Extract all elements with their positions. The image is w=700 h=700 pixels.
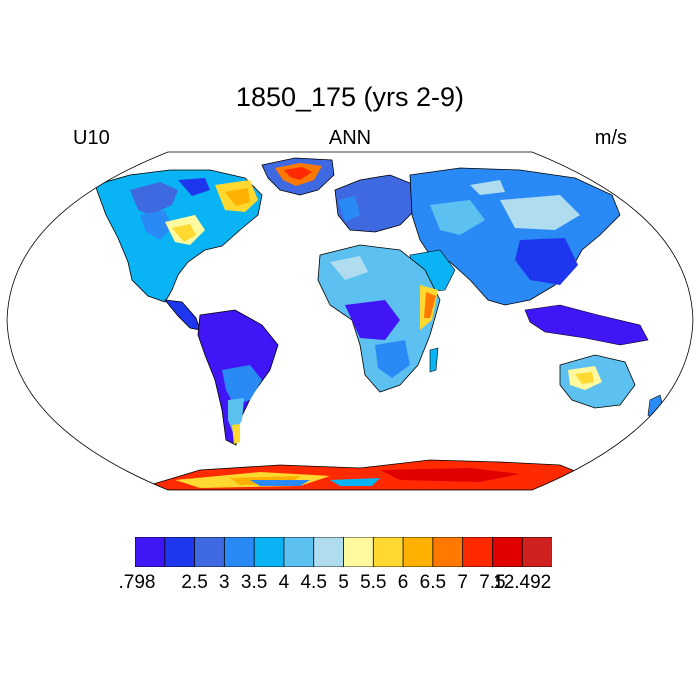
colorbar-label: 6.5 xyxy=(419,572,447,593)
central-america xyxy=(164,299,201,331)
colorbar-labels: .798 2.5 3 3.5 4 4.5 5 5.5 6 6.5 7 7.5 12.492 xyxy=(0,572,700,602)
colorbar-swatch xyxy=(372,537,404,567)
colorbar-swatch xyxy=(194,537,226,567)
units-label: m/s xyxy=(594,127,627,149)
colorbar-label: 7.5 xyxy=(479,572,506,593)
colorbar-swatch xyxy=(521,537,552,567)
colorbar-swatch xyxy=(135,537,166,567)
colorbar-label: 5.5 xyxy=(360,572,387,593)
colorbar-swatch xyxy=(402,537,434,567)
colorbar-label: 3 xyxy=(219,572,230,593)
colorbar-swatch xyxy=(492,537,523,567)
colorbar-label: 5 xyxy=(338,572,349,593)
plot-title: 1850_175 (yrs 2-9) xyxy=(235,82,465,112)
maritime-continent xyxy=(524,304,649,346)
colorbar-label: 3.5 xyxy=(240,572,268,593)
europe xyxy=(334,174,421,233)
colorbar-swatch xyxy=(432,537,464,567)
colorbar-label: 6 xyxy=(397,572,409,593)
colorbar-swatch xyxy=(343,537,374,567)
colorbar-label: 2.5 xyxy=(181,572,208,593)
colorbar-label: 7 xyxy=(457,572,468,593)
colorbar-swatch xyxy=(164,537,196,567)
colorbar-swatch xyxy=(253,537,285,567)
colorbar-label: 12.492 xyxy=(493,572,552,593)
season-label: ANN xyxy=(328,127,372,149)
colorbar xyxy=(135,537,552,567)
colorbar-swatch xyxy=(462,537,494,567)
colorbar-label: 4 xyxy=(278,572,290,593)
colorbar-label: .798 xyxy=(118,572,156,593)
map-boundary xyxy=(6,151,694,491)
colorbar-swatch xyxy=(283,537,315,567)
colorbar-label: 4.5 xyxy=(300,572,327,593)
colorbar-swatch xyxy=(313,537,345,567)
variable-label: U10 xyxy=(73,127,110,149)
colorbar-swatch xyxy=(223,537,255,567)
